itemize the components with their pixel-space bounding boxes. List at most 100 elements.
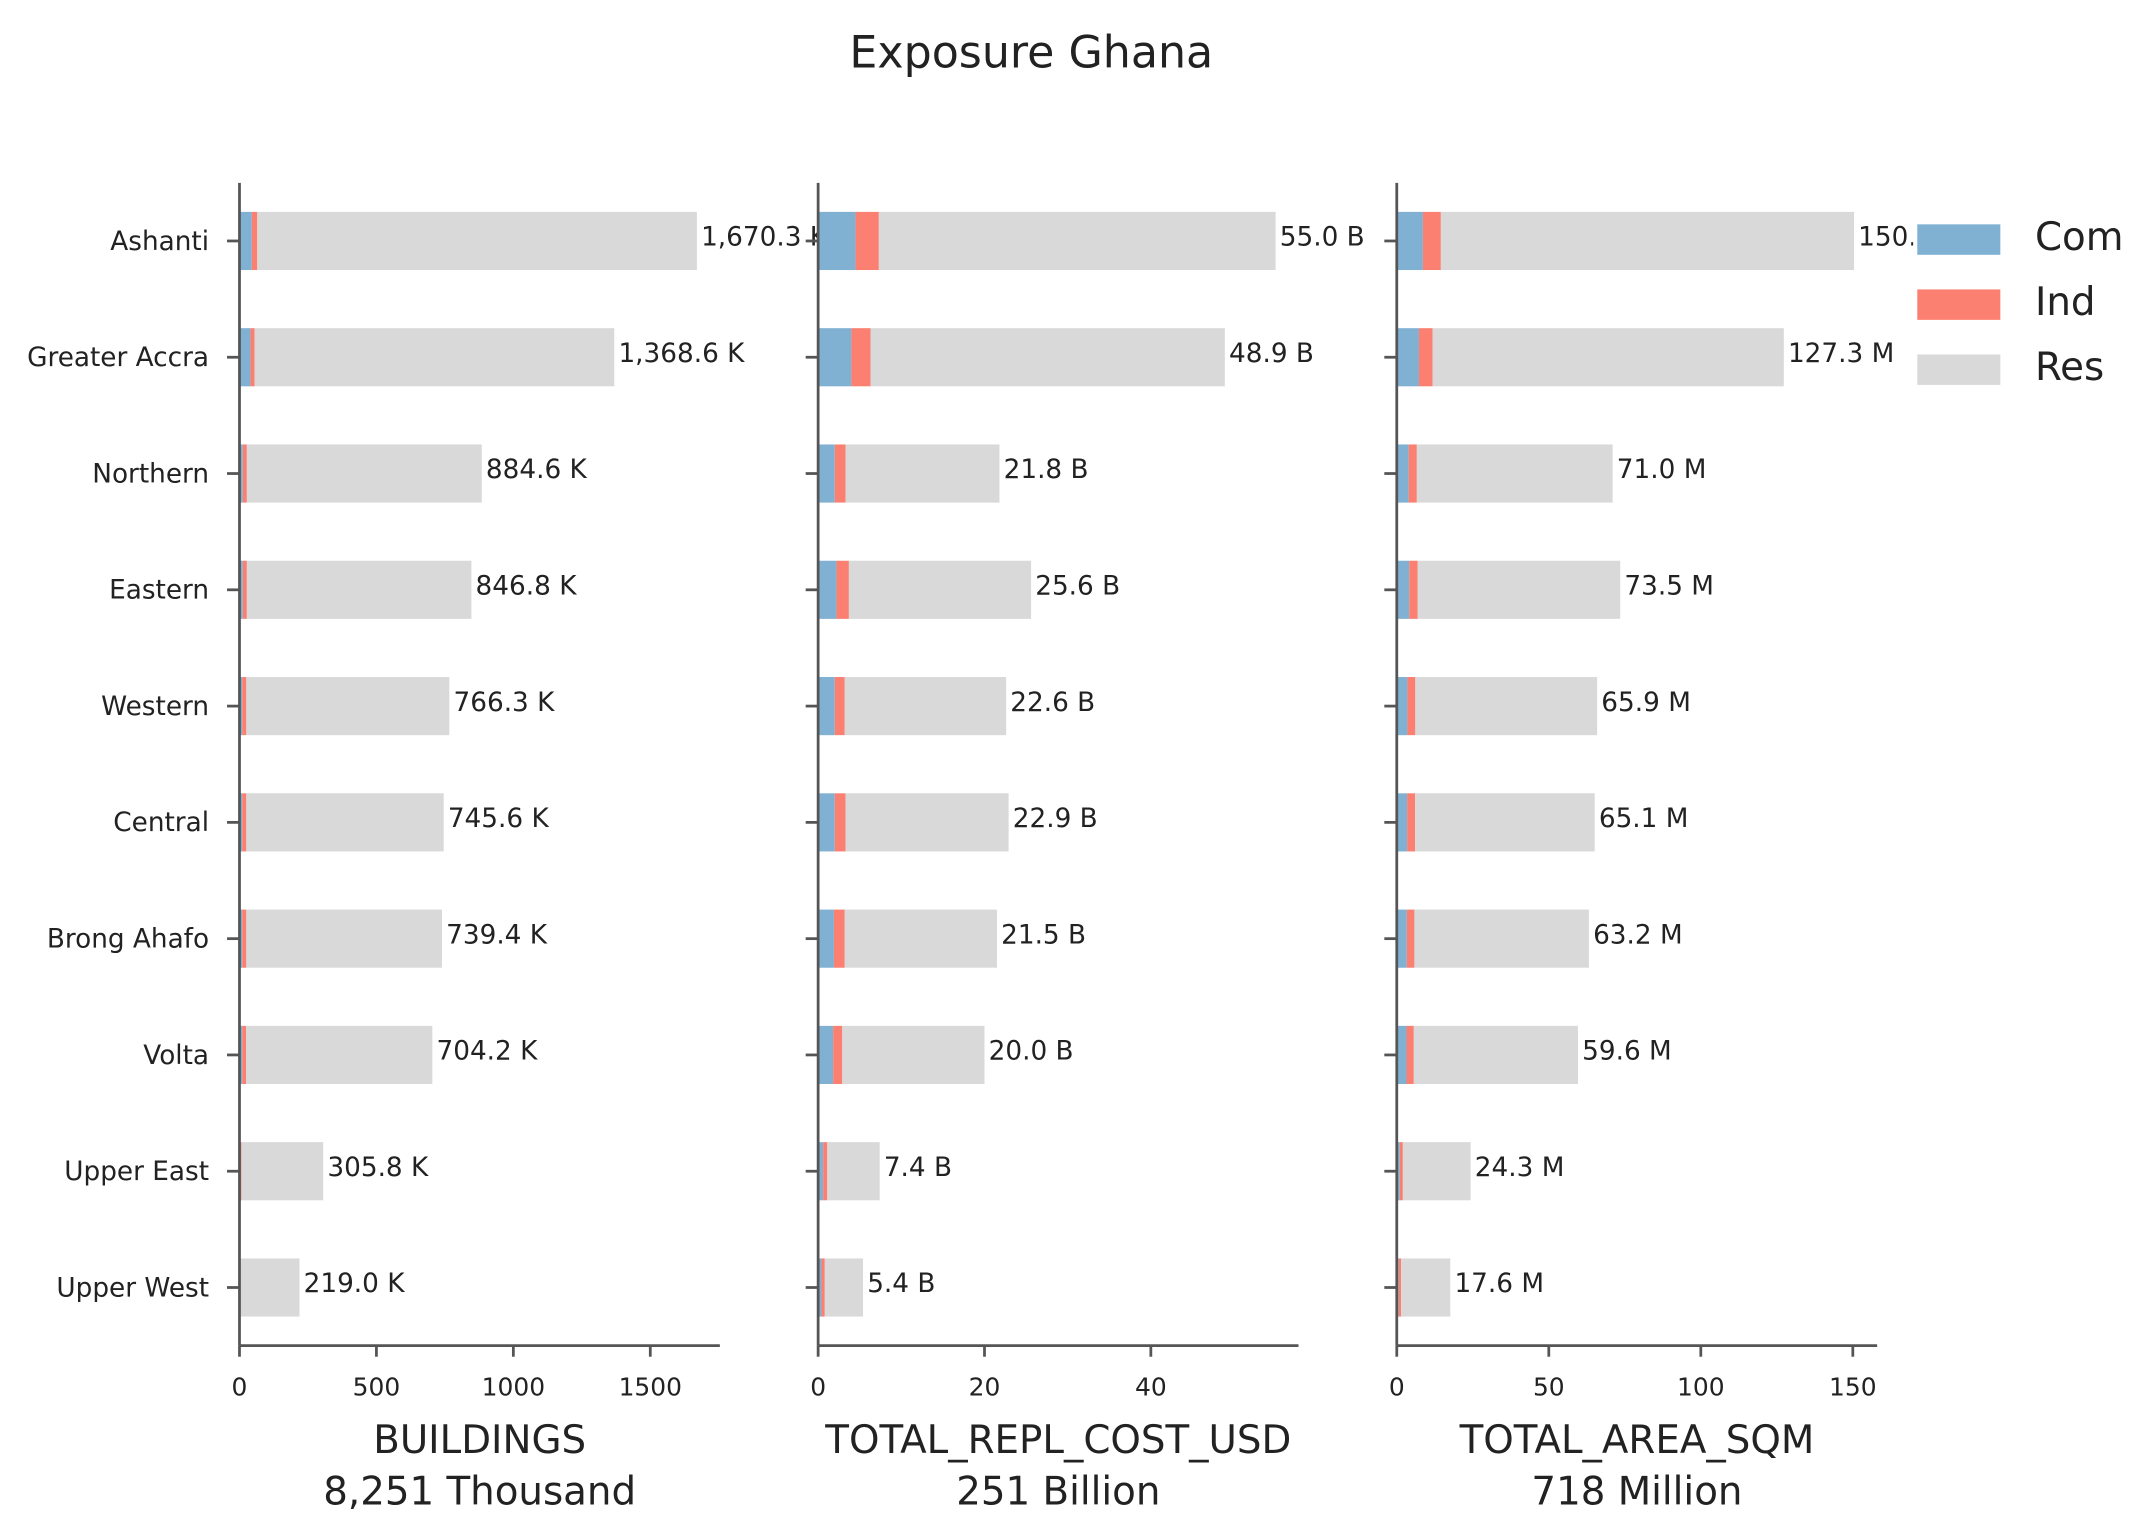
legend-swatch	[1917, 224, 2001, 255]
bar-segment	[818, 677, 835, 736]
x-axis-subtitle: 718 Million	[1531, 1469, 1742, 1514]
value-label: 22.6 B	[1010, 688, 1095, 718]
x-axis-label: BUILDINGS	[373, 1418, 586, 1463]
value-label: 7.4 B	[884, 1153, 952, 1183]
value-label: 127.3 M	[1788, 339, 1894, 369]
bar-segment	[246, 444, 482, 503]
value-label: 5.4 B	[867, 1269, 935, 1299]
bar-segment	[242, 677, 247, 736]
bar-segment	[241, 1142, 324, 1201]
bar-segment	[818, 1142, 824, 1201]
category-label: Northern	[92, 459, 209, 489]
category-label: Volta	[143, 1041, 209, 1071]
legend-swatch	[1917, 354, 2001, 385]
bar-segment	[257, 211, 697, 271]
bar-segment	[240, 1258, 300, 1317]
category-label: Upper East	[64, 1157, 209, 1187]
value-label: 21.5 B	[1001, 920, 1086, 950]
legend-label: Com	[2035, 215, 2124, 260]
bar-segment	[1401, 1258, 1451, 1317]
bar-segment	[1396, 677, 1408, 736]
bar-segment	[1422, 211, 1441, 271]
bar-segment	[833, 909, 845, 968]
x-tick-label: 500	[353, 1373, 401, 1402]
value-label: 63.2 M	[1593, 920, 1683, 950]
bar-segment	[844, 909, 997, 968]
bar-segment	[818, 909, 834, 968]
bar-segment	[824, 1258, 864, 1317]
value-label: 59.6 M	[1582, 1037, 1672, 1067]
bar-segment	[1413, 1025, 1578, 1085]
bar-segment	[1396, 444, 1409, 503]
value-label: 65.1 M	[1599, 804, 1689, 834]
bar-segment	[818, 1258, 822, 1317]
bar-segment	[844, 677, 1007, 736]
bar-segment	[242, 444, 247, 503]
bar-segment	[1415, 677, 1598, 736]
bar-segment	[242, 1025, 247, 1085]
x-axis-label: TOTAL_AREA_SQM	[1459, 1418, 1815, 1463]
bar-segment	[239, 328, 251, 387]
x-tick-label: 0	[232, 1373, 248, 1402]
value-label: 22.9 B	[1013, 804, 1098, 834]
value-label: 1,670.3 K	[701, 223, 828, 253]
value-label: 17.6 M	[1454, 1269, 1544, 1299]
x-tick-label: 150	[1829, 1373, 1877, 1402]
bar-segment	[1432, 328, 1784, 387]
x-tick-label: 1000	[482, 1373, 545, 1402]
bar-segment	[1415, 793, 1595, 852]
bar-segment	[1396, 909, 1407, 968]
bar-segment	[1409, 560, 1418, 619]
bar-segment	[239, 211, 252, 271]
category-label: Brong Ahafo	[47, 925, 209, 955]
legend-swatch	[1917, 289, 2001, 320]
value-label: 219.0 K	[304, 1269, 406, 1299]
bar-segment	[836, 560, 849, 619]
bar-segment	[1406, 1025, 1414, 1085]
value-label: 48.9 B	[1229, 339, 1314, 369]
value-label: 24.3 M	[1475, 1153, 1565, 1183]
x-tick-label: 1500	[619, 1373, 682, 1402]
bar-segment	[239, 444, 243, 503]
bar-segment	[254, 328, 615, 387]
x-tick-label: 0	[1389, 1373, 1405, 1402]
bar-segment	[242, 793, 247, 852]
bar-segment	[818, 560, 837, 619]
bar-segment	[851, 328, 871, 387]
bar-segment	[818, 328, 852, 387]
value-label: 20.0 B	[989, 1037, 1074, 1067]
bar-segment	[870, 328, 1225, 387]
bar-segment	[1440, 211, 1855, 271]
category-label: Central	[113, 808, 209, 838]
category-label: Greater Accra	[27, 343, 209, 373]
bar-segment	[1417, 560, 1621, 619]
value-label: 73.5 M	[1624, 572, 1714, 602]
category-label: Ashanti	[110, 227, 209, 257]
category-label: Eastern	[109, 576, 209, 606]
bar-segment	[246, 909, 442, 968]
bar-segment	[818, 211, 856, 271]
bar-segment	[246, 560, 472, 619]
value-label: 71.0 M	[1617, 455, 1707, 485]
category-label: Western	[101, 692, 209, 722]
value-label: 745.6 K	[448, 804, 550, 834]
bar-segment	[239, 560, 243, 619]
bar-segment	[1402, 1142, 1471, 1201]
x-tick-label: 50	[1533, 1373, 1565, 1402]
bar-segment	[1396, 1025, 1407, 1085]
x-axis-subtitle: 251 Billion	[956, 1469, 1160, 1514]
bar-segment	[242, 560, 247, 619]
legend-label: Res	[2035, 345, 2104, 390]
bar-segment	[845, 444, 1000, 503]
value-label: 25.6 B	[1035, 572, 1120, 602]
bar-segment	[834, 444, 846, 503]
bar-segment	[818, 793, 835, 852]
bar-segment	[818, 444, 835, 503]
bar-segment	[834, 793, 846, 852]
bar-segment	[246, 1025, 433, 1085]
bar-segment	[1396, 211, 1423, 271]
x-axis-subtitle: 8,251 Thousand	[323, 1469, 636, 1514]
value-label: 21.8 B	[1004, 455, 1089, 485]
figure-title: Exposure Ghana	[849, 27, 1213, 78]
